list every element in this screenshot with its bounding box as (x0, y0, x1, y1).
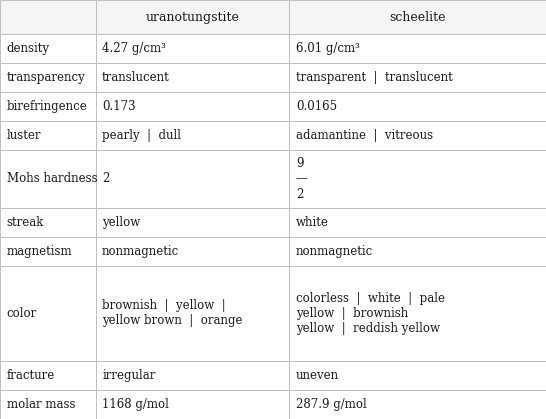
Text: brownish  |  yellow  |
yellow brown  |  orange: brownish | yellow | yellow brown | orang… (102, 300, 242, 327)
Bar (96, 266, 289, 361)
Text: adamantine  |  vitreous: adamantine | vitreous (296, 129, 433, 142)
Text: fracture: fracture (7, 369, 55, 382)
Text: nonmagnetic: nonmagnetic (296, 245, 373, 258)
Bar (96, 0, 289, 34)
Text: uranotungstite: uranotungstite (146, 10, 239, 24)
Text: 4.27 g/cm³: 4.27 g/cm³ (102, 42, 166, 55)
Text: transparency: transparency (7, 71, 85, 84)
Text: yellow: yellow (102, 216, 140, 229)
Bar (289, 0, 546, 34)
Text: —: — (296, 173, 308, 186)
Text: nonmagnetic: nonmagnetic (102, 245, 179, 258)
Text: transparent  |  translucent: transparent | translucent (296, 71, 453, 84)
Text: scheelite: scheelite (389, 10, 446, 24)
Bar (289, 63, 546, 92)
Bar (0, 390, 96, 419)
Bar (0, 150, 96, 208)
Bar (0, 237, 96, 266)
Text: luster: luster (7, 129, 41, 142)
Text: density: density (7, 42, 50, 55)
Text: Mohs hardness: Mohs hardness (7, 173, 97, 186)
Text: magnetism: magnetism (7, 245, 72, 258)
Bar (96, 150, 289, 208)
Bar (0, 92, 96, 121)
Bar (0, 208, 96, 237)
Text: 6.01 g/cm³: 6.01 g/cm³ (296, 42, 360, 55)
Bar (0, 63, 96, 92)
Text: 2: 2 (102, 173, 110, 186)
Bar (96, 390, 289, 419)
Bar (96, 34, 289, 63)
Text: birefringence: birefringence (7, 100, 87, 113)
Bar (289, 208, 546, 237)
Text: white: white (296, 216, 329, 229)
Text: irregular: irregular (102, 369, 156, 382)
Bar (0, 0, 96, 34)
Bar (289, 361, 546, 390)
Bar (289, 150, 546, 208)
Text: pearly  |  dull: pearly | dull (102, 129, 181, 142)
Text: streak: streak (7, 216, 44, 229)
Text: colorless  |  white  |  pale
yellow  |  brownish
yellow  |  reddish yellow: colorless | white | pale yellow | browni… (296, 292, 445, 335)
Bar (0, 266, 96, 361)
Bar (96, 63, 289, 92)
Bar (289, 121, 546, 150)
Text: molar mass: molar mass (7, 398, 75, 411)
Text: 9: 9 (296, 157, 304, 170)
Text: 2: 2 (296, 188, 304, 201)
Bar (289, 266, 546, 361)
Text: 1168 g/mol: 1168 g/mol (102, 398, 169, 411)
Text: 0.173: 0.173 (102, 100, 136, 113)
Bar (0, 361, 96, 390)
Text: uneven: uneven (296, 369, 339, 382)
Bar (0, 34, 96, 63)
Bar (96, 361, 289, 390)
Bar (96, 208, 289, 237)
Bar (289, 34, 546, 63)
Text: 287.9 g/mol: 287.9 g/mol (296, 398, 367, 411)
Bar (289, 237, 546, 266)
Text: translucent: translucent (102, 71, 170, 84)
Bar (289, 390, 546, 419)
Bar (96, 92, 289, 121)
Text: color: color (7, 307, 37, 320)
Bar (96, 121, 289, 150)
Bar (289, 92, 546, 121)
Bar (96, 237, 289, 266)
Text: 0.0165: 0.0165 (296, 100, 337, 113)
Bar (0, 121, 96, 150)
